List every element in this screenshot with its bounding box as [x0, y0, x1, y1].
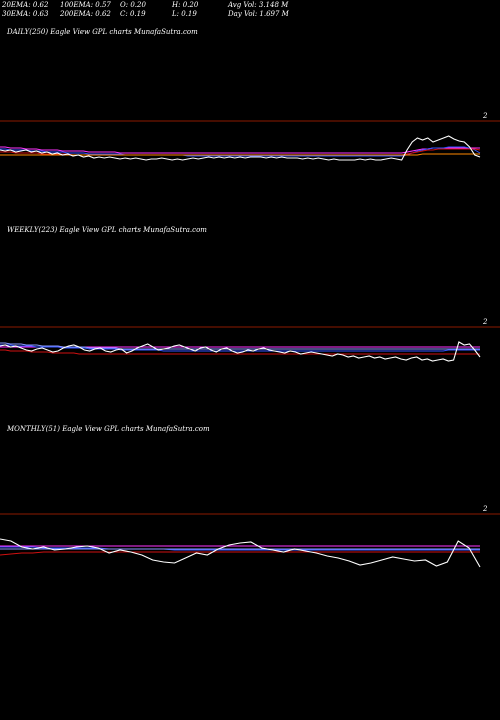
- series-line-2: [0, 546, 480, 551]
- open-stat: O: 0.20: [120, 1, 146, 9]
- stats-header: 20EMA: 0.62 30EMA: 0.63 100EMA: 0.57 200…: [0, 0, 500, 20]
- daily-chart: 2: [0, 112, 500, 161]
- series-line-0: [0, 341, 481, 362]
- ema100-stat: 100EMA: 0.57: [60, 1, 111, 9]
- series-line-4: [0, 153, 480, 156]
- daily-chart-panel: DAILY(250) Eagle View GPL charts MunafaS…: [0, 28, 500, 228]
- monthly-chart: 2: [0, 505, 500, 568]
- low-stat: L: 0.19: [172, 10, 197, 18]
- series-line-0: [0, 135, 481, 161]
- close-stat: C: 0.19: [120, 10, 146, 18]
- series-line-0: [0, 538, 481, 568]
- monthly-chart-title: MONTHLY(51) Eagle View GPL charts Munafa…: [7, 425, 210, 433]
- y-tick-label: 2: [482, 112, 488, 120]
- series-line-3: [0, 349, 480, 355]
- day-vol-stat: Day Vol: 1.697 M: [228, 10, 289, 18]
- high-stat: H: 0.20: [172, 1, 199, 9]
- y-tick-label: 2: [482, 318, 488, 326]
- y-tick-label: 2: [482, 505, 488, 513]
- weekly-chart: 2: [0, 318, 500, 362]
- weekly-chart-title: WEEKLY(223) Eagle View GPL charts Munafa…: [7, 226, 207, 234]
- series-line-3: [0, 551, 480, 556]
- daily-chart-title: DAILY(250) Eagle View GPL charts MunafaS…: [7, 28, 198, 36]
- series-line-2: [0, 146, 481, 157]
- avg-vol-stat: Avg Vol: 3.148 M: [228, 1, 289, 9]
- monthly-chart-panel: MONTHLY(51) Eagle View GPL charts Munafa…: [0, 425, 500, 625]
- series-line-1: [0, 146, 480, 154]
- ema30-stat: 30EMA: 0.63: [2, 10, 49, 18]
- ema200-stat: 200EMA: 0.62: [60, 10, 111, 18]
- weekly-chart-panel: WEEKLY(223) Eagle View GPL charts Munafa…: [0, 226, 500, 426]
- ema20-stat: 20EMA: 0.62: [2, 1, 49, 9]
